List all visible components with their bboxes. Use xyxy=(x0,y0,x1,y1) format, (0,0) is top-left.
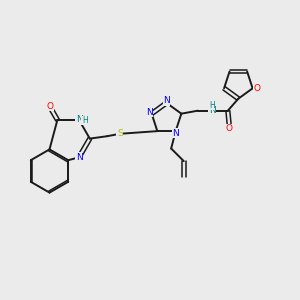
Text: H: H xyxy=(82,116,88,125)
Text: O: O xyxy=(226,124,233,133)
Text: O: O xyxy=(46,102,53,111)
Text: N: N xyxy=(76,116,82,124)
Text: H: H xyxy=(209,101,215,110)
Text: N: N xyxy=(172,129,179,138)
Text: N: N xyxy=(209,106,216,115)
Text: N: N xyxy=(76,153,82,162)
Text: O: O xyxy=(253,84,260,93)
Text: S: S xyxy=(117,129,123,138)
Text: N: N xyxy=(146,108,153,117)
Text: N: N xyxy=(163,96,170,105)
